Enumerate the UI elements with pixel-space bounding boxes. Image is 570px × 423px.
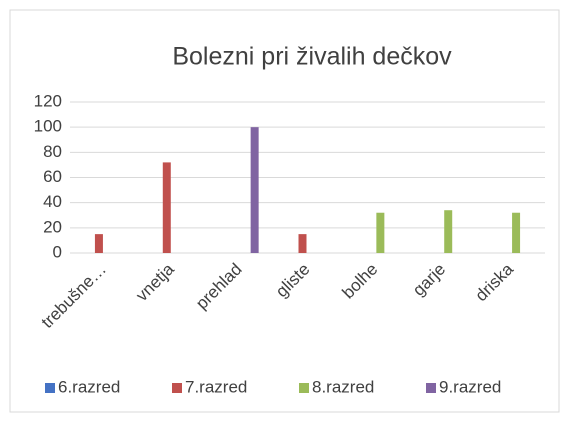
bar	[94, 234, 103, 253]
bar	[376, 212, 385, 253]
y-tick-label: 40	[43, 192, 62, 211]
legend-swatch	[172, 383, 182, 393]
legend-label: 9.razred	[439, 377, 501, 396]
y-tick-label: 60	[43, 167, 62, 186]
bar	[250, 127, 259, 253]
y-tick-label: 20	[43, 217, 62, 236]
bar	[298, 234, 307, 253]
legend-swatch	[426, 383, 436, 393]
legend-swatch	[299, 383, 309, 393]
legend-label: 8.razred	[312, 377, 374, 396]
chart-frame	[9, 9, 560, 413]
legend-label: 6.razred	[58, 377, 120, 396]
bar	[444, 210, 453, 253]
y-tick-label: 100	[34, 117, 62, 136]
bar	[162, 162, 171, 253]
y-tick-label: 80	[43, 142, 62, 161]
bar	[512, 212, 521, 253]
y-tick-label: 120	[34, 91, 62, 110]
legend-label: 7.razred	[185, 377, 247, 396]
chart-title: Bolezni pri živalih dečkov	[172, 43, 452, 71]
legend-swatch	[45, 383, 55, 393]
y-tick-label: 0	[53, 242, 62, 261]
